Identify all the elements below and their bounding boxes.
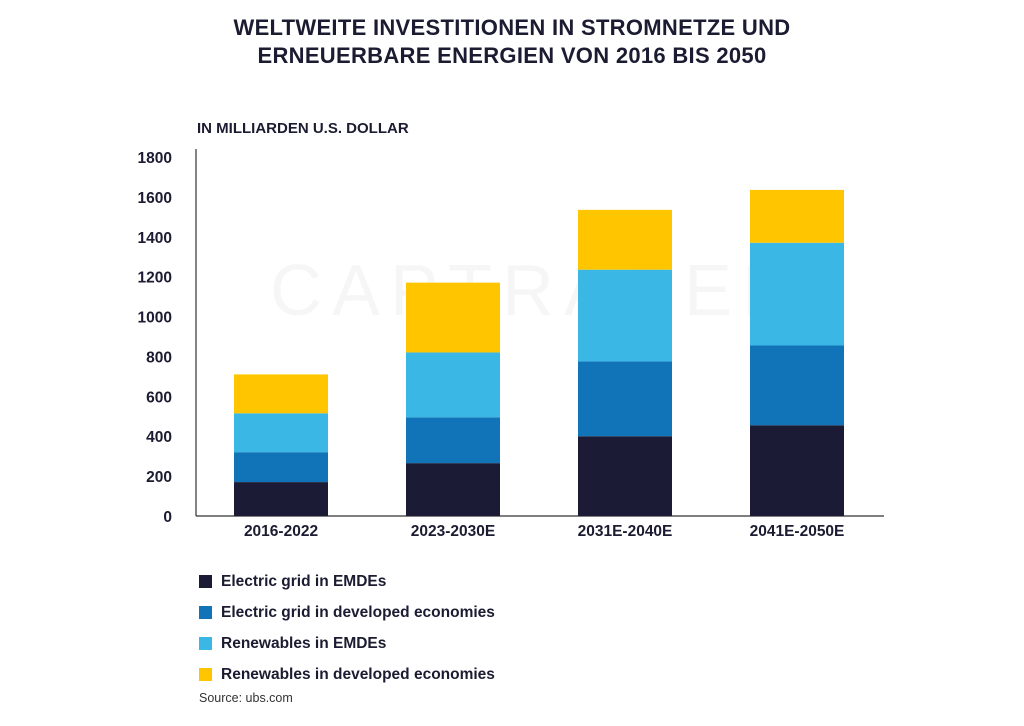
bar-segment	[234, 452, 328, 483]
y-tick-label: 0	[163, 509, 172, 526]
legend-item: Renewables in developed economies	[199, 659, 495, 690]
chart-title-line-2: ERNEUERBARE ENERGIEN VON 2016 BIS 2050	[257, 43, 767, 68]
bar-segment	[406, 417, 500, 464]
bar-segment	[578, 361, 672, 437]
bar-segment	[406, 352, 500, 418]
y-tick-label: 1000	[138, 310, 172, 327]
y-tick-label: 1400	[138, 230, 172, 247]
legend-item: Electric grid in developed economies	[199, 597, 495, 628]
y-tick-label: 1800	[138, 150, 172, 167]
stacked-bar-chart: 0 200 400 600 800 1000 1200 1400 1600 1800 2016-20…	[138, 149, 884, 540]
bar-segment	[578, 209, 672, 270]
legend-label: Renewables in EMDEs	[221, 634, 387, 652]
legend-item: Electric grid in EMDEs	[199, 566, 495, 597]
bar-segment	[234, 413, 328, 453]
bar-segment	[750, 189, 844, 243]
y-tick-label: 1200	[138, 270, 172, 287]
legend-swatch	[199, 637, 212, 650]
legend-label: Renewables in developed economies	[221, 665, 495, 683]
y-tick-label: 600	[146, 389, 172, 406]
bar-segment	[234, 482, 328, 516]
bar-segment	[234, 374, 328, 414]
legend: Electric grid in EMDEs Electric grid in …	[199, 566, 495, 690]
legend-swatch	[199, 668, 212, 681]
bar-segment	[406, 282, 500, 353]
y-tick-label: 200	[146, 469, 172, 486]
chart-title-line-1: WELTWEITE INVESTITIONEN IN STROMNETZE UN…	[233, 15, 791, 40]
y-axis-unit-label: IN MILLIARDEN U.S. DOLLAR	[197, 120, 409, 137]
x-tick-label: 2041E-2050E	[750, 523, 845, 540]
x-tick-label: 2016-2022	[244, 523, 318, 540]
bar-segment	[750, 242, 844, 346]
legend-swatch	[199, 606, 212, 619]
x-tick-label: 2031E-2040E	[578, 523, 673, 540]
bar-segment	[578, 436, 672, 516]
x-tick-label: 2023-2030E	[411, 523, 495, 540]
y-tick-label: 800	[146, 349, 172, 366]
bar-segment	[578, 269, 672, 362]
legend-swatch	[199, 575, 212, 588]
y-tick-label: 400	[146, 429, 172, 446]
bar-segment	[750, 345, 844, 426]
source-note: Source: ubs.com	[199, 691, 293, 705]
bar-segment	[750, 425, 844, 516]
legend-label: Electric grid in developed economies	[221, 603, 495, 621]
bar-segment	[406, 463, 500, 516]
y-tick-label: 1600	[138, 190, 172, 207]
legend-label: Electric grid in EMDEs	[221, 572, 387, 590]
legend-item: Renewables in EMDEs	[199, 628, 495, 659]
